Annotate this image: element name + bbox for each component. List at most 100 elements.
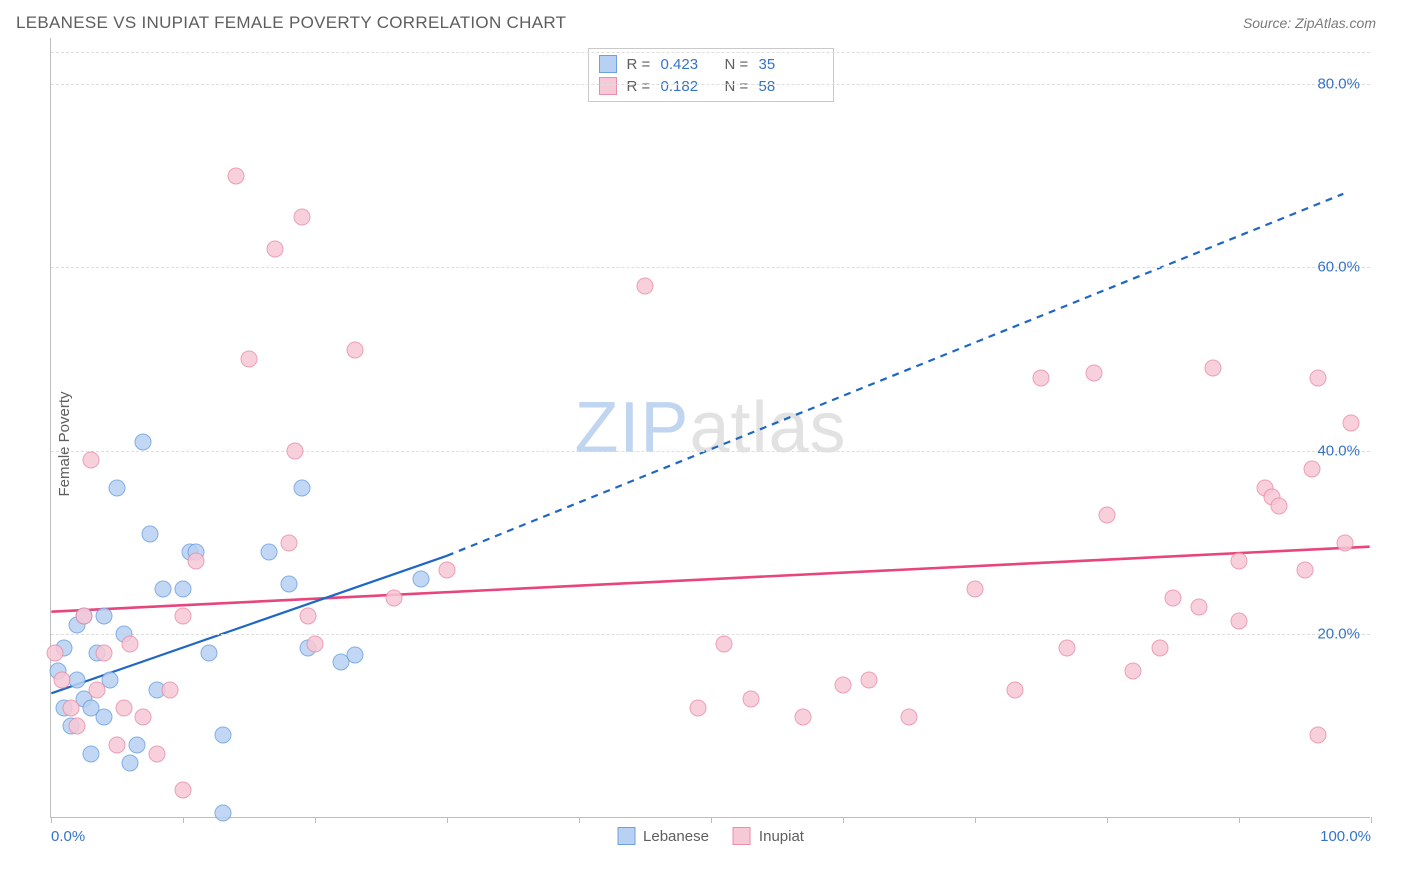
chart-source: Source: ZipAtlas.com [1243,15,1376,31]
data-point-inupiat [1165,589,1182,606]
x-tick-mark [1239,817,1240,823]
n-value-lebanese: 35 [759,56,823,73]
x-tick-mark [843,817,844,823]
data-point-inupiat [267,241,284,258]
y-tick-label: 20.0% [1317,626,1360,643]
data-point-lebanese [260,543,277,560]
data-point-inupiat [1151,640,1168,657]
legend-item-inupiat: Inupiat [733,827,804,845]
n-value-inupiat: 58 [759,78,823,95]
legend-row-lebanese: R = 0.423 N = 35 [599,53,823,75]
data-point-inupiat [1310,727,1327,744]
data-point-inupiat [76,608,93,625]
data-point-inupiat [1231,553,1248,570]
data-point-inupiat [1270,498,1287,515]
y-tick-label: 80.0% [1317,75,1360,92]
data-point-lebanese [412,571,429,588]
data-point-inupiat [1297,562,1314,579]
data-point-inupiat [346,342,363,359]
legend-label-lebanese: Lebanese [643,828,709,845]
data-point-inupiat [300,608,317,625]
data-point-lebanese [142,525,159,542]
data-point-inupiat [861,672,878,689]
swatch-lebanese [617,827,635,845]
x-tick-mark [579,817,580,823]
data-point-inupiat [716,635,733,652]
data-point-inupiat [62,699,79,716]
data-point-inupiat [1343,415,1360,432]
data-point-inupiat [307,635,324,652]
data-point-inupiat [1191,598,1208,615]
swatch-lebanese [599,55,617,73]
data-point-lebanese [128,736,145,753]
x-tick-mark [315,817,316,823]
watermark: ZIPatlas [574,387,846,469]
data-point-lebanese [95,608,112,625]
legend-label-inupiat: Inupiat [759,828,804,845]
data-point-lebanese [214,805,231,822]
data-point-lebanese [346,646,363,663]
data-point-inupiat [1204,360,1221,377]
data-point-inupiat [901,709,918,726]
x-tick-mark [711,817,712,823]
grid-line [51,634,1370,635]
data-point-inupiat [82,452,99,469]
x-tick-mark [183,817,184,823]
data-point-inupiat [115,699,132,716]
data-point-inupiat [95,644,112,661]
grid-line [51,84,1370,85]
data-point-inupiat [46,644,63,661]
series-legend: Lebanese Inupiat [617,827,804,845]
data-point-inupiat [1231,612,1248,629]
data-point-inupiat [795,709,812,726]
data-point-inupiat [1303,461,1320,478]
data-point-lebanese [155,580,172,597]
data-point-inupiat [175,608,192,625]
x-tick-label: 100.0% [1320,828,1371,845]
x-tick-mark [975,817,976,823]
data-point-inupiat [161,681,178,698]
grid-line [51,52,1370,53]
grid-line [51,451,1370,452]
watermark-bold: ZIP [574,388,689,468]
grid-line [51,267,1370,268]
data-point-lebanese [293,479,310,496]
data-point-inupiat [188,553,205,570]
data-point-inupiat [287,442,304,459]
data-point-inupiat [967,580,984,597]
chart-title: LEBANESE VS INUPIAT FEMALE POVERTY CORRE… [16,13,566,33]
x-tick-mark [1371,817,1372,823]
correlation-legend: R = 0.423 N = 35 R = 0.182 N = 58 [588,48,834,102]
data-point-inupiat [835,676,852,693]
x-tick-mark [51,817,52,823]
data-point-lebanese [122,754,139,771]
data-point-inupiat [1336,534,1353,551]
data-point-inupiat [241,351,258,368]
plot-region: ZIPatlas R = 0.423 N = 35 R = 0.182 N = … [50,38,1370,818]
data-point-inupiat [69,718,86,735]
watermark-light: atlas [689,388,846,468]
data-point-inupiat [742,690,759,707]
data-point-inupiat [148,745,165,762]
data-point-inupiat [1059,640,1076,657]
x-tick-mark [1107,817,1108,823]
chart-area: Female Poverty ZIPatlas R = 0.423 N = 35… [16,38,1390,850]
data-point-inupiat [109,736,126,753]
x-tick-label: 0.0% [51,828,85,845]
x-tick-mark [447,817,448,823]
data-point-lebanese [69,672,86,689]
data-point-inupiat [1033,369,1050,386]
data-point-lebanese [201,644,218,661]
data-point-inupiat [175,782,192,799]
data-point-inupiat [637,277,654,294]
data-point-inupiat [135,709,152,726]
legend-item-lebanese: Lebanese [617,827,709,845]
data-point-lebanese [82,745,99,762]
data-point-lebanese [214,727,231,744]
data-point-lebanese [135,433,152,450]
data-point-inupiat [439,562,456,579]
data-point-inupiat [1310,369,1327,386]
y-tick-label: 40.0% [1317,442,1360,459]
data-point-inupiat [689,699,706,716]
data-point-lebanese [280,576,297,593]
